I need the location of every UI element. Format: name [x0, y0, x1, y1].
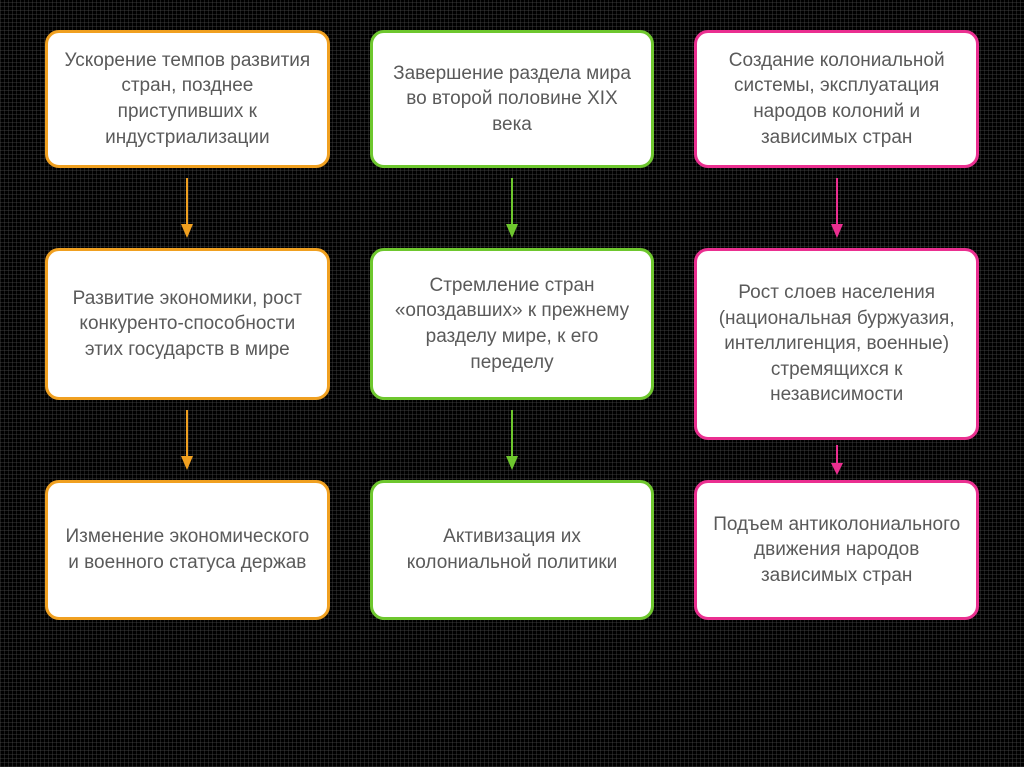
arrow-icon	[827, 168, 847, 248]
flow-box: Создание колониальной системы, эксплуата…	[694, 30, 979, 168]
arrow-icon	[177, 400, 197, 480]
box-text: Ускорение темпов развития стран, позднее…	[62, 48, 313, 151]
flow-box: Подъем антиколониального движения народо…	[694, 480, 979, 620]
flow-column-2: Завершение раздела мира во второй полови…	[370, 30, 655, 737]
box-text: Подъем антиколониального движения народо…	[711, 512, 962, 589]
flow-column-1: Ускорение темпов развития стран, позднее…	[45, 30, 330, 737]
arrow-icon	[827, 440, 847, 480]
box-text: Завершение раздела мира во второй полови…	[387, 61, 638, 138]
box-text: Развитие экономики, рост конкуренто-спос…	[62, 286, 313, 363]
flow-box: Развитие экономики, рост конкуренто-спос…	[45, 248, 330, 400]
arrow-icon	[502, 400, 522, 480]
box-text: Рост слоев населения (национальная буржу…	[711, 280, 962, 408]
arrow-icon	[502, 168, 522, 248]
box-text: Активизация их колониальной политики	[387, 524, 638, 575]
flow-column-3: Создание колониальной системы, эксплуата…	[694, 30, 979, 737]
box-text: Создание колониальной системы, эксплуата…	[711, 48, 962, 151]
flow-box: Завершение раздела мира во второй полови…	[370, 30, 655, 168]
flow-box: Ускорение темпов развития стран, позднее…	[45, 30, 330, 168]
box-text: Стремление стран «опоздавших» к прежнему…	[387, 273, 638, 376]
flow-box: Рост слоев населения (национальная буржу…	[694, 248, 979, 440]
box-text: Изменение экономического и военного стат…	[62, 524, 313, 575]
flow-box: Стремление стран «опоздавших» к прежнему…	[370, 248, 655, 400]
flow-box: Активизация их колониальной политики	[370, 480, 655, 620]
arrow-icon	[177, 168, 197, 248]
flow-box: Изменение экономического и военного стат…	[45, 480, 330, 620]
